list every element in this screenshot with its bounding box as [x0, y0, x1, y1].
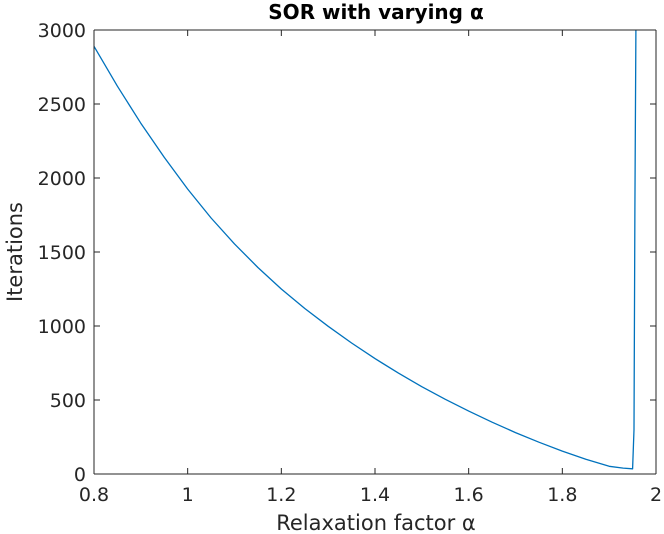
y-axis-label: Iterations [3, 202, 27, 302]
y-tick-label: 500 [50, 390, 86, 412]
y-tick-label: 2000 [38, 168, 86, 190]
x-tick-label: 1.4 [360, 484, 390, 506]
chart-title: SOR with varying α [268, 0, 483, 24]
x-axis-ticks: 0.8 1 1.2 1.4 1.6 1.8 2 [79, 30, 662, 506]
x-tick-label: 1.2 [266, 484, 296, 506]
y-axis-ticks: 0 500 1000 1500 2000 2500 3000 [38, 20, 656, 486]
series-line-1 [93, 29, 637, 470]
y-tick-label: 1500 [38, 242, 86, 264]
y-tick-label: 1000 [38, 316, 86, 338]
x-tick-label: 1 [182, 484, 194, 506]
x-axis-label: Relaxation factor α [276, 511, 476, 534]
x-tick-label: 0.8 [79, 484, 109, 506]
x-tick-label: 1.6 [454, 484, 484, 506]
y-tick-label: 3000 [38, 20, 86, 42]
data-series [93, 29, 637, 470]
y-tick-label: 2500 [38, 94, 86, 116]
y-tick-label: 0 [74, 464, 86, 486]
x-tick-label: 2 [650, 484, 662, 506]
plot-area [94, 30, 656, 474]
x-tick-label: 1.8 [547, 484, 577, 506]
